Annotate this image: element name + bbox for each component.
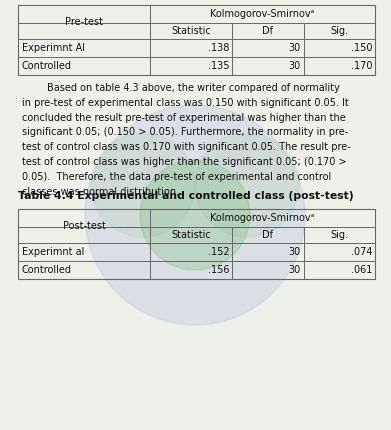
Text: Sig.: Sig.: [330, 26, 348, 36]
Text: Statistic: Statistic: [171, 26, 211, 36]
Bar: [18, 209, 375, 279]
Circle shape: [195, 133, 299, 237]
Text: Kolmogorov-Smirnovᵃ: Kolmogorov-Smirnovᵃ: [210, 213, 315, 223]
Text: Controlled: Controlled: [22, 61, 72, 71]
Text: Controlled: Controlled: [22, 265, 72, 275]
Text: 30: 30: [288, 265, 301, 275]
Text: Experimnt Al: Experimnt Al: [22, 43, 85, 53]
Text: .152: .152: [208, 247, 229, 257]
Text: .138: .138: [208, 43, 229, 53]
Circle shape: [140, 160, 250, 270]
Text: Statistic: Statistic: [171, 230, 211, 240]
Bar: [18, 5, 375, 75]
Text: Based on table 4.3 above, the writer compared of normality
in pre-test of experi: Based on table 4.3 above, the writer com…: [22, 83, 351, 197]
Text: 30: 30: [288, 61, 301, 71]
Text: Sig.: Sig.: [330, 230, 348, 240]
Circle shape: [140, 160, 250, 270]
Text: 30: 30: [288, 247, 301, 257]
Text: .156: .156: [208, 265, 229, 275]
Text: Df: Df: [262, 26, 273, 36]
Text: Pre-test: Pre-test: [65, 17, 103, 27]
Text: .061: .061: [351, 265, 372, 275]
Text: Post-test: Post-test: [63, 221, 106, 231]
Text: Df: Df: [262, 230, 273, 240]
Circle shape: [91, 133, 195, 237]
Text: .170: .170: [350, 61, 372, 71]
Text: .135: .135: [208, 61, 229, 71]
Text: Table 4.4 Experimental and controlled class (post-test): Table 4.4 Experimental and controlled cl…: [18, 191, 353, 201]
Text: Experimnt al: Experimnt al: [22, 247, 84, 257]
Circle shape: [85, 105, 305, 325]
Text: 30: 30: [288, 43, 301, 53]
Text: Kolmogorov-Smirnovᵃ: Kolmogorov-Smirnovᵃ: [210, 9, 315, 19]
Text: .074: .074: [350, 247, 372, 257]
Text: .150: .150: [350, 43, 372, 53]
